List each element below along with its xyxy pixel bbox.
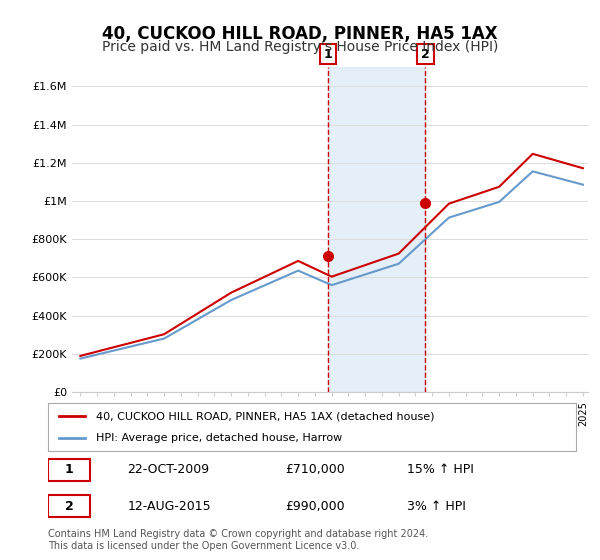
Text: 15% ↑ HPI: 15% ↑ HPI xyxy=(407,463,474,476)
Text: 22-OCT-2009: 22-OCT-2009 xyxy=(127,463,209,476)
Text: 2: 2 xyxy=(65,500,73,512)
FancyBboxPatch shape xyxy=(48,459,90,481)
Text: 40, CUCKOO HILL ROAD, PINNER, HA5 1AX (detached house): 40, CUCKOO HILL ROAD, PINNER, HA5 1AX (d… xyxy=(95,411,434,421)
Text: 3% ↑ HPI: 3% ↑ HPI xyxy=(407,500,466,512)
Text: HPI: Average price, detached house, Harrow: HPI: Average price, detached house, Harr… xyxy=(95,433,342,443)
Text: Contains HM Land Registry data © Crown copyright and database right 2024.
This d: Contains HM Land Registry data © Crown c… xyxy=(48,529,428,551)
Text: 1: 1 xyxy=(65,463,73,476)
Text: 40, CUCKOO HILL ROAD, PINNER, HA5 1AX: 40, CUCKOO HILL ROAD, PINNER, HA5 1AX xyxy=(102,25,498,43)
Text: £990,000: £990,000 xyxy=(286,500,345,512)
Text: £710,000: £710,000 xyxy=(286,463,346,476)
FancyBboxPatch shape xyxy=(48,495,90,517)
Text: 2: 2 xyxy=(421,48,430,60)
Bar xyxy=(328,67,425,392)
Text: 12-AUG-2015: 12-AUG-2015 xyxy=(127,500,211,512)
Text: Price paid vs. HM Land Registry's House Price Index (HPI): Price paid vs. HM Land Registry's House … xyxy=(102,40,498,54)
Text: 1: 1 xyxy=(324,48,332,60)
